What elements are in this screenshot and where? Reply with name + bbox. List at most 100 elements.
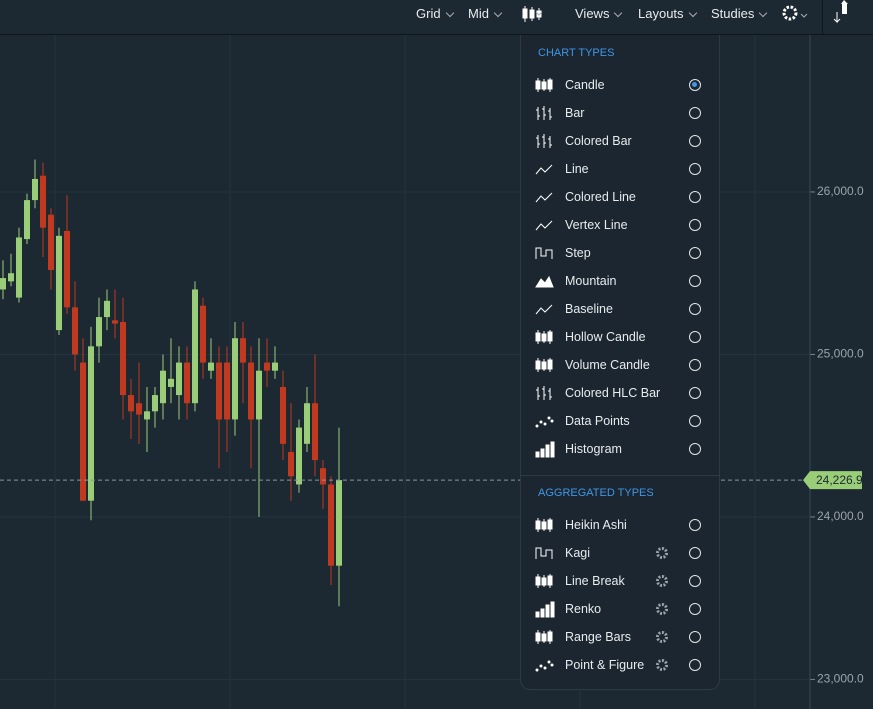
menu-item-label: Candle: [565, 78, 605, 92]
toolbar-button[interactable]: Views: [575, 6, 621, 21]
menu-item[interactable]: Step: [521, 240, 719, 268]
candle-body: [152, 395, 158, 412]
type-icon: [535, 358, 553, 372]
chart-type-button[interactable]: [522, 5, 542, 23]
radio-button[interactable]: [689, 415, 701, 427]
menu-item[interactable]: Range Bars: [521, 624, 719, 652]
settings-icon[interactable]: [655, 630, 669, 644]
candle-body: [184, 362, 190, 404]
radio-button[interactable]: [689, 219, 701, 231]
type-icon: [535, 441, 555, 458]
menu-item[interactable]: Bar: [521, 100, 719, 128]
menu-item[interactable]: Hollow Candle: [521, 324, 719, 352]
y-tick-label: 23,000.0: [817, 672, 864, 686]
menu-item-label: Line: [565, 162, 589, 176]
menu-item[interactable]: Point & Figure: [521, 652, 719, 680]
radio-button[interactable]: [689, 331, 701, 343]
menu-item[interactable]: Kagi: [521, 540, 719, 568]
menu-item-label: Colored HLC Bar: [565, 386, 661, 400]
radio-button[interactable]: [689, 659, 701, 671]
toolbar-button[interactable]: Layouts: [638, 6, 696, 21]
candle-body: [280, 386, 286, 444]
radio-button[interactable]: [689, 275, 701, 287]
type-icon: [536, 134, 552, 148]
radio-button[interactable]: [689, 631, 701, 643]
radio-button[interactable]: [689, 547, 701, 559]
menu-item[interactable]: Volume Candle: [521, 352, 719, 380]
menu-item[interactable]: Renko: [521, 596, 719, 624]
radio-button[interactable]: [689, 519, 701, 531]
candle-body: [136, 403, 142, 415]
separator: [822, 0, 823, 34]
radio-button[interactable]: [689, 191, 701, 203]
radio-button[interactable]: [689, 79, 701, 91]
menu-item-label: Baseline: [565, 302, 613, 316]
toolbar-button[interactable]: Grid: [416, 6, 453, 21]
menu-item[interactable]: Colored Line: [521, 184, 719, 212]
radio-button[interactable]: [689, 443, 701, 455]
radio-button[interactable]: [689, 163, 701, 175]
chevron: [535, 11, 543, 16]
radio-button[interactable]: [689, 575, 701, 587]
candle-body: [56, 235, 62, 331]
type-icon: [535, 192, 553, 203]
menu-item[interactable]: Heikin Ashi: [521, 512, 719, 540]
menu-item[interactable]: Data Points: [521, 408, 719, 436]
type-icon: [535, 247, 553, 259]
radio-button[interactable]: [689, 107, 701, 119]
menu-item-label: Line Break: [565, 574, 625, 588]
menu-item[interactable]: Mountain: [521, 268, 719, 296]
divider: [521, 475, 719, 476]
settings-icon[interactable]: [655, 658, 669, 672]
menu-item-label: Data Points: [565, 414, 630, 428]
menu-item-label: Range Bars: [565, 630, 632, 644]
type-icon: [535, 574, 553, 588]
type-icon: [535, 164, 553, 175]
menu-item-label: Point & Figure: [565, 658, 645, 672]
candle-body: [224, 362, 230, 420]
candle-body: [24, 200, 30, 240]
candle-body: [288, 451, 294, 477]
type-icon: [535, 601, 555, 618]
radio-button[interactable]: [689, 247, 701, 259]
candle-body: [72, 307, 78, 355]
type-icon: [535, 78, 553, 92]
share-button[interactable]: [832, 0, 856, 30]
candle-body: [80, 362, 86, 501]
chart-type-menu: CHART TYPES AGGREGATED TYPES Candle Bar Co…: [520, 35, 720, 690]
menu-item[interactable]: Baseline: [521, 296, 719, 324]
menu-item-label: Vertex Line: [565, 218, 628, 232]
settings-button[interactable]: [782, 4, 810, 24]
settings-icon[interactable]: [655, 602, 669, 616]
menu-item[interactable]: Line: [521, 156, 719, 184]
menu-item[interactable]: Line Break: [521, 568, 719, 596]
menu-item[interactable]: Histogram: [521, 436, 719, 464]
candle-body: [272, 362, 278, 371]
toolbar-button[interactable]: Mid: [468, 6, 501, 21]
menu-item[interactable]: Colored Bar: [521, 128, 719, 156]
candle-body: [168, 378, 174, 387]
toolbar-button[interactable]: Studies: [711, 6, 766, 21]
settings-icon[interactable]: [655, 546, 669, 560]
radio-button[interactable]: [689, 135, 701, 147]
menu-item[interactable]: Colored HLC Bar: [521, 380, 719, 408]
candle-body: [176, 362, 182, 396]
candle-body: [32, 178, 38, 201]
menu-item-label: Heikin Ashi: [565, 518, 627, 532]
current-price-tag: [803, 471, 862, 490]
menu-item[interactable]: Candle: [521, 72, 719, 100]
settings-icon[interactable]: [655, 574, 669, 588]
radio-button[interactable]: [689, 387, 701, 399]
menu-item[interactable]: Vertex Line: [521, 212, 719, 240]
type-icon: [535, 547, 553, 559]
menu-item-label: Colored Bar: [565, 134, 632, 148]
candle-body: [296, 427, 302, 485]
radio-button[interactable]: [689, 303, 701, 315]
radio-button[interactable]: [689, 603, 701, 615]
candle-body: [64, 230, 70, 308]
menu-item-label: Kagi: [565, 546, 591, 560]
radio-button[interactable]: [689, 359, 701, 371]
type-icon: [535, 518, 553, 532]
menu-item-label: Hollow Candle: [565, 330, 646, 344]
